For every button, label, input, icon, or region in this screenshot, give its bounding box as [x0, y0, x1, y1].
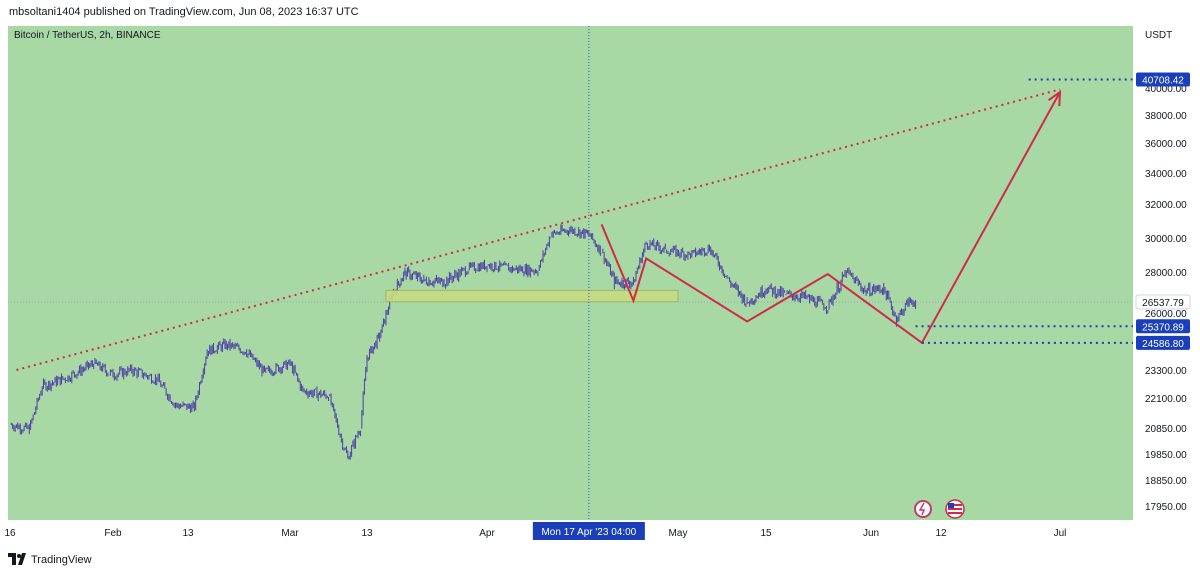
logo-mark — [8, 552, 26, 565]
y-tick-label: 32000.00 — [1145, 200, 1187, 211]
level-2-price-label: 24586.80 — [1142, 339, 1184, 350]
y-tick-label: 34000.00 — [1145, 169, 1187, 180]
level-2-price-badge — [1136, 335, 1190, 350]
x-tick-label: Feb — [104, 528, 122, 539]
x-tick-label: Mar — [281, 528, 299, 539]
price-axis-unit: USDT — [1145, 30, 1172, 41]
symbol-title: Bitcoin / TetherUS, 2h, BINANCE — [14, 30, 161, 41]
y-tick-label: 19850.00 — [1145, 450, 1187, 461]
y-tick-label: 18850.00 — [1145, 476, 1187, 487]
publish-info: mbsoltani1404 published on TradingView.c… — [9, 6, 359, 18]
x-tick-label: Apr — [479, 528, 495, 539]
crosshair-date-badge — [532, 522, 645, 540]
y-tick-label: 17950.00 — [1145, 502, 1187, 513]
arrow-head — [1048, 90, 1062, 107]
y-tick-label: 22100.00 — [1145, 394, 1187, 405]
x-tick-label: Jul — [1054, 528, 1067, 539]
y-tick-label: 30000.00 — [1145, 234, 1187, 245]
tradingview-logo-icon — [8, 552, 26, 568]
y-tick-label: 20850.00 — [1145, 424, 1187, 435]
current-price-label: 26537.79 — [1142, 298, 1184, 309]
y-tick-label: 40000.00 — [1145, 84, 1187, 95]
y-tick-label: 23300.00 — [1145, 366, 1187, 377]
x-tick-label: 12 — [935, 528, 947, 539]
target-price-badge — [1136, 72, 1190, 87]
level-1-price-label: 25370.89 — [1142, 322, 1184, 333]
footer-brand: TradingView — [31, 554, 92, 566]
x-tick-label: Jun — [863, 528, 879, 539]
chart-plot-area[interactable] — [8, 26, 1133, 520]
x-tick-label: 15 — [760, 528, 772, 539]
price-axis[interactable] — [1133, 26, 1200, 520]
x-tick-label: 16 — [4, 528, 16, 539]
support-zone[interactable] — [385, 289, 679, 303]
x-tick-label: 13 — [361, 528, 373, 539]
footer: TradingView — [8, 552, 92, 568]
target-price-label: 40708.42 — [1142, 75, 1184, 86]
us-flag-icon[interactable] — [945, 499, 965, 519]
x-tick-label: 13 — [182, 528, 194, 539]
y-tick-label: 26000.00 — [1145, 309, 1187, 320]
crosshair-date-label: Mon 17 Apr '23 04:00 — [541, 527, 636, 538]
level-1-price-badge — [1136, 319, 1190, 334]
x-tick-label: May — [669, 528, 688, 539]
y-tick-label: 36000.00 — [1145, 139, 1187, 150]
y-tick-label: 28000.00 — [1145, 268, 1187, 279]
y-tick-label: 38000.00 — [1145, 111, 1187, 122]
trendline[interactable] — [16, 88, 1061, 371]
projection-path[interactable] — [600, 91, 1061, 345]
events-icon[interactable] — [914, 500, 932, 518]
current-price-badge — [1135, 294, 1191, 310]
